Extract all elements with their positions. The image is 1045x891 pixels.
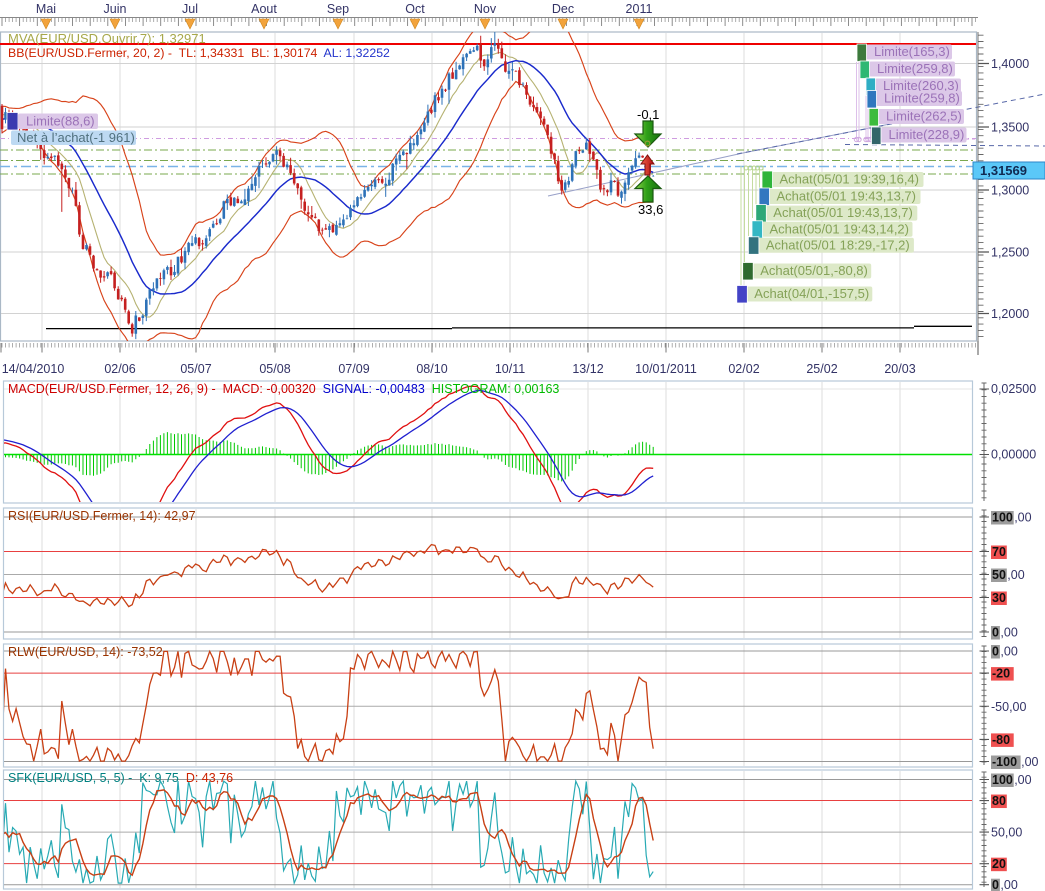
svg-text:10/11: 10/11 [495,362,525,376]
svg-text:Limite(259,8): Limite(259,8) [877,61,953,76]
svg-text:20: 20 [992,857,1006,871]
svg-text:10/01/2011: 10/01/2011 [635,362,697,376]
svg-text:100: 100 [992,511,1013,525]
svg-text:Dec: Dec [552,2,574,16]
svg-text:Aout: Aout [251,2,277,16]
svg-text:Mai: Mai [36,2,56,16]
svg-text:70: 70 [992,545,1006,559]
svg-text:Achat(05/01 19:43,14,2): Achat(05/01 19:43,14,2) [770,221,910,236]
svg-text:MVA(EUR/USD.Ouvrir,7): 1,32971: MVA(EUR/USD.Ouvrir,7): 1,32971 [8,31,206,46]
svg-text:-80: -80 [992,733,1010,747]
svg-text:,00: ,00 [1000,626,1017,640]
svg-text:Sep: Sep [327,2,349,16]
svg-text:Jul: Jul [182,2,198,16]
svg-text:-100: -100 [992,755,1017,769]
svg-text:,00: ,00 [1014,511,1031,525]
svg-text:,00: ,00 [1014,773,1031,787]
svg-text:Achat(05/01 19:39,16,4): Achat(05/01 19:39,16,4) [780,172,920,187]
svg-text:2011: 2011 [626,2,653,16]
svg-text:RSI(EUR/USD.Fermer, 14): 42,97: RSI(EUR/USD.Fermer, 14): 42,97 [8,509,196,523]
svg-text:Limite(259,8): Limite(259,8) [884,91,960,106]
svg-text:Limite(260,3): Limite(260,3) [883,78,959,93]
svg-text:80: 80 [992,794,1006,808]
svg-text:-50,00: -50,00 [991,700,1026,714]
svg-text:0,00000: 0,00000 [991,448,1036,462]
svg-text:1,2000: 1,2000 [991,307,1029,321]
svg-text:05/08: 05/08 [259,362,290,376]
svg-text:,00: ,00 [1000,645,1017,659]
svg-text:Achat(05/01 18:29,-17,2): Achat(05/01 18:29,-17,2) [766,237,910,252]
svg-text:33,6: 33,6 [638,202,663,217]
svg-text:Oct: Oct [405,2,425,16]
svg-text:BB(EUR/USD.Fermer, 20, 2) - T: BB(EUR/USD.Fermer, 20, 2) - TL: 1,34331 … [8,46,390,60]
svg-text:02/06: 02/06 [104,362,135,376]
svg-text:RLW(EUR/USD, 14): -73,52: RLW(EUR/USD, 14): -73,52 [8,645,163,659]
svg-text:0: 0 [992,878,999,891]
svg-text:Juin: Juin [104,2,127,16]
svg-text:MACD(EUR/USD.Fermer, 12, 26, 9: MACD(EUR/USD.Fermer, 12, 26, 9) - MACD: … [8,382,559,396]
svg-text:-0,1: -0,1 [637,107,659,122]
svg-text:100: 100 [992,773,1013,787]
svg-text:0: 0 [992,645,999,659]
svg-text:02/02: 02/02 [728,362,759,376]
svg-text:1,3500: 1,3500 [991,121,1029,135]
svg-text:13/12: 13/12 [572,362,603,376]
svg-text:05/07: 05/07 [180,362,211,376]
svg-text:Achat(05/01 19:43,13,7): Achat(05/01 19:43,13,7) [777,189,917,204]
svg-text:1,3000: 1,3000 [991,184,1029,198]
svg-text:1,4000: 1,4000 [991,57,1029,71]
svg-text:Net à l’achat(-1 961): Net à l’achat(-1 961) [17,130,135,145]
svg-text:,00: ,00 [1021,755,1038,769]
svg-text:,00: ,00 [1007,568,1024,582]
svg-text:1,31569: 1,31569 [980,163,1027,178]
svg-text:Limite(262,5): Limite(262,5) [886,109,962,124]
svg-text:Limite(88,6): Limite(88,6) [26,114,95,129]
svg-text:20/03: 20/03 [884,362,915,376]
svg-text:-20: -20 [992,667,1010,681]
svg-text:Achat(04/01,-157,5): Achat(04/01,-157,5) [754,286,869,301]
svg-text:14/04/2010: 14/04/2010 [2,362,65,376]
svg-text:0: 0 [992,626,999,640]
svg-text:07/09: 07/09 [338,362,369,376]
svg-text:SFK(EUR/USD, 5, 5) - K: 9,75: SFK(EUR/USD, 5, 5) - K: 9,75 D: 43,76 [8,771,233,785]
svg-text:Limite(228,9): Limite(228,9) [889,127,965,142]
svg-text:25/02: 25/02 [806,362,837,376]
svg-text:Achat(05/01 19:43,13,7): Achat(05/01 19:43,13,7) [773,205,913,220]
svg-text:Nov: Nov [474,2,497,16]
svg-text:Limite(165,3): Limite(165,3) [874,44,950,59]
svg-text:Achat(05/01,-80,8): Achat(05/01,-80,8) [760,263,868,278]
svg-text:50: 50 [992,568,1006,582]
svg-text:0,02500: 0,02500 [991,382,1036,396]
svg-text:1,2500: 1,2500 [991,246,1029,260]
svg-text:30: 30 [992,591,1006,605]
svg-text:50,00: 50,00 [991,826,1022,840]
svg-text:,00: ,00 [1000,878,1017,891]
svg-text:08/10: 08/10 [416,362,447,376]
